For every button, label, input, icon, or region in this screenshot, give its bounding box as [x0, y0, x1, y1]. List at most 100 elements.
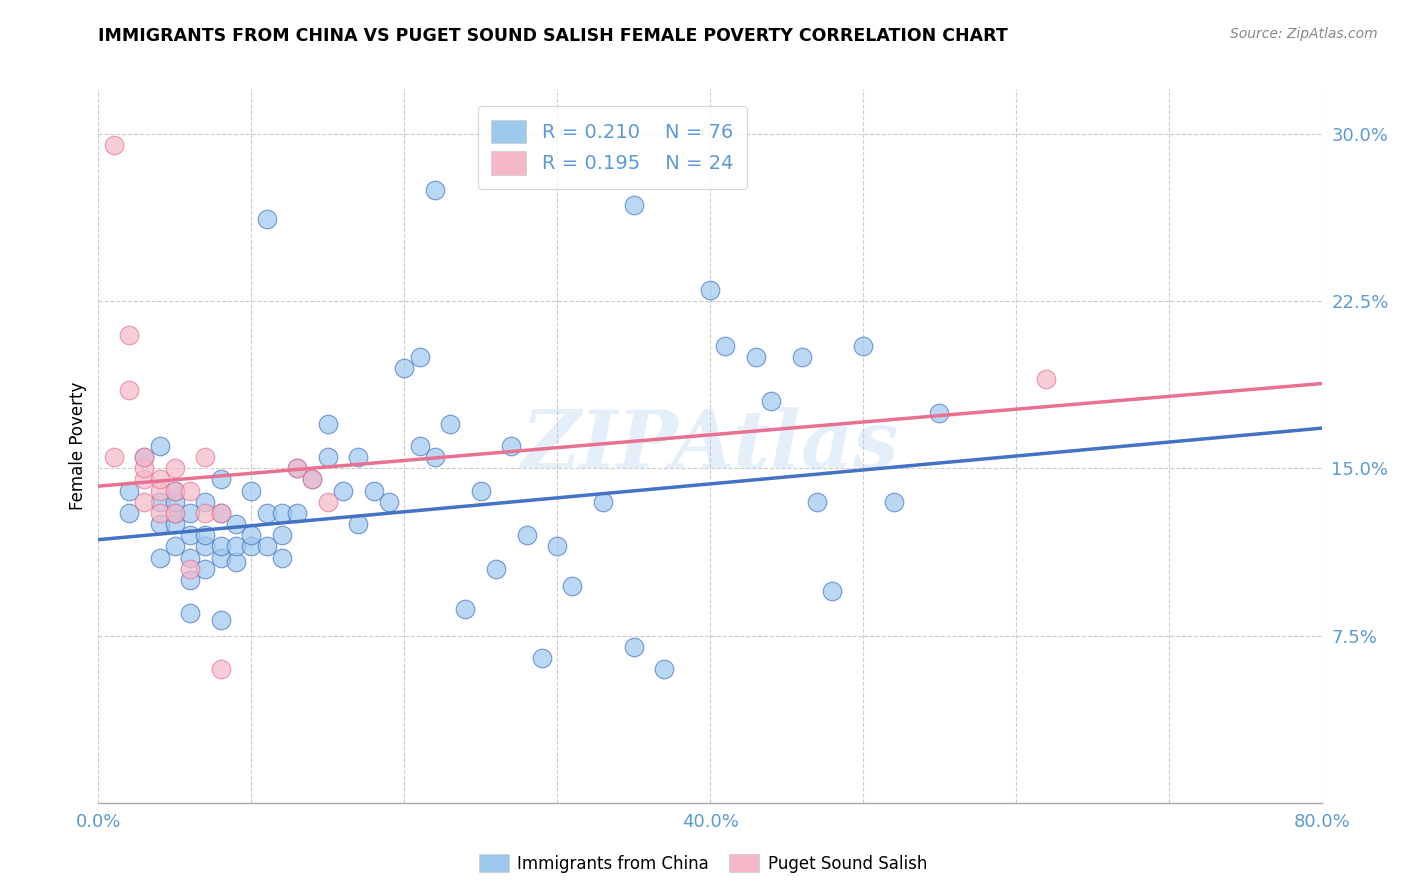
Point [316, 417, 339, 431]
Point [530, 651, 553, 665]
Point [209, 506, 232, 520]
Point [347, 517, 370, 532]
Point [423, 182, 446, 196]
Point [714, 338, 737, 352]
Point [209, 473, 232, 487]
Point [256, 506, 278, 520]
Point [332, 483, 354, 498]
Point [179, 573, 201, 587]
Point [103, 450, 125, 465]
Point [821, 583, 844, 598]
Point [194, 528, 217, 542]
Point [163, 494, 186, 508]
Point [316, 494, 339, 508]
Point [225, 517, 247, 532]
Point [209, 550, 232, 565]
Point [149, 439, 172, 453]
Point [163, 506, 186, 520]
Point [516, 528, 538, 542]
Point [485, 562, 508, 576]
Point [454, 602, 477, 616]
Legend: R = 0.210    N = 76, R = 0.195    N = 24: R = 0.210 N = 76, R = 0.195 N = 24 [478, 106, 747, 188]
Point [240, 483, 263, 498]
Point [852, 338, 875, 352]
Point [316, 450, 339, 465]
Text: Source: ZipAtlas.com: Source: ZipAtlas.com [1230, 27, 1378, 41]
Point [240, 539, 263, 553]
Point [270, 550, 292, 565]
Point [256, 211, 278, 226]
Point [179, 506, 201, 520]
Point [179, 607, 201, 621]
Point [163, 506, 186, 520]
Point [301, 473, 323, 487]
Point [652, 662, 675, 676]
Point [285, 461, 308, 475]
Point [149, 506, 172, 520]
Point [134, 473, 156, 487]
Point [592, 494, 614, 508]
Point [194, 450, 217, 465]
Point [194, 539, 217, 553]
Point [149, 473, 172, 487]
Point [179, 550, 201, 565]
Point [118, 384, 141, 398]
Point [501, 439, 523, 453]
Point [118, 483, 141, 498]
Point [149, 483, 172, 498]
Point [240, 528, 263, 542]
Point [194, 562, 217, 576]
Point [179, 562, 201, 576]
Point [623, 640, 645, 654]
Point [209, 506, 232, 520]
Point [470, 483, 492, 498]
Point [1035, 372, 1057, 386]
Point [790, 350, 813, 364]
Point [285, 506, 308, 520]
Point [134, 450, 156, 465]
Point [134, 450, 156, 465]
Point [378, 494, 401, 508]
Point [149, 550, 172, 565]
Point [209, 613, 232, 627]
Point [759, 394, 782, 409]
Point [256, 539, 278, 553]
Point [103, 138, 125, 153]
Point [225, 555, 247, 569]
Point [347, 450, 370, 465]
Point [149, 494, 172, 508]
Point [163, 517, 186, 532]
Point [194, 494, 217, 508]
Text: IMMIGRANTS FROM CHINA VS PUGET SOUND SALISH FEMALE POVERTY CORRELATION CHART: IMMIGRANTS FROM CHINA VS PUGET SOUND SAL… [98, 27, 1008, 45]
Point [179, 528, 201, 542]
Point [163, 483, 186, 498]
Point [270, 506, 292, 520]
Point [423, 450, 446, 465]
Point [209, 662, 232, 676]
Point [285, 461, 308, 475]
Point [699, 283, 721, 297]
Point [408, 350, 430, 364]
Text: ZIPAtlas: ZIPAtlas [522, 408, 898, 484]
Point [134, 461, 156, 475]
Point [149, 517, 172, 532]
Legend: Immigrants from China, Puget Sound Salish: Immigrants from China, Puget Sound Salis… [472, 847, 934, 880]
Point [118, 327, 141, 342]
Point [134, 494, 156, 508]
Point [118, 506, 141, 520]
Point [408, 439, 430, 453]
Point [546, 539, 568, 553]
Point [270, 528, 292, 542]
Point [301, 473, 323, 487]
Point [163, 483, 186, 498]
Point [163, 461, 186, 475]
Point [806, 494, 828, 508]
Point [623, 198, 645, 212]
Point [163, 539, 186, 553]
Point [928, 405, 950, 420]
Point [883, 494, 905, 508]
Point [561, 580, 583, 594]
Point [745, 350, 768, 364]
Point [194, 506, 217, 520]
Point [363, 483, 385, 498]
